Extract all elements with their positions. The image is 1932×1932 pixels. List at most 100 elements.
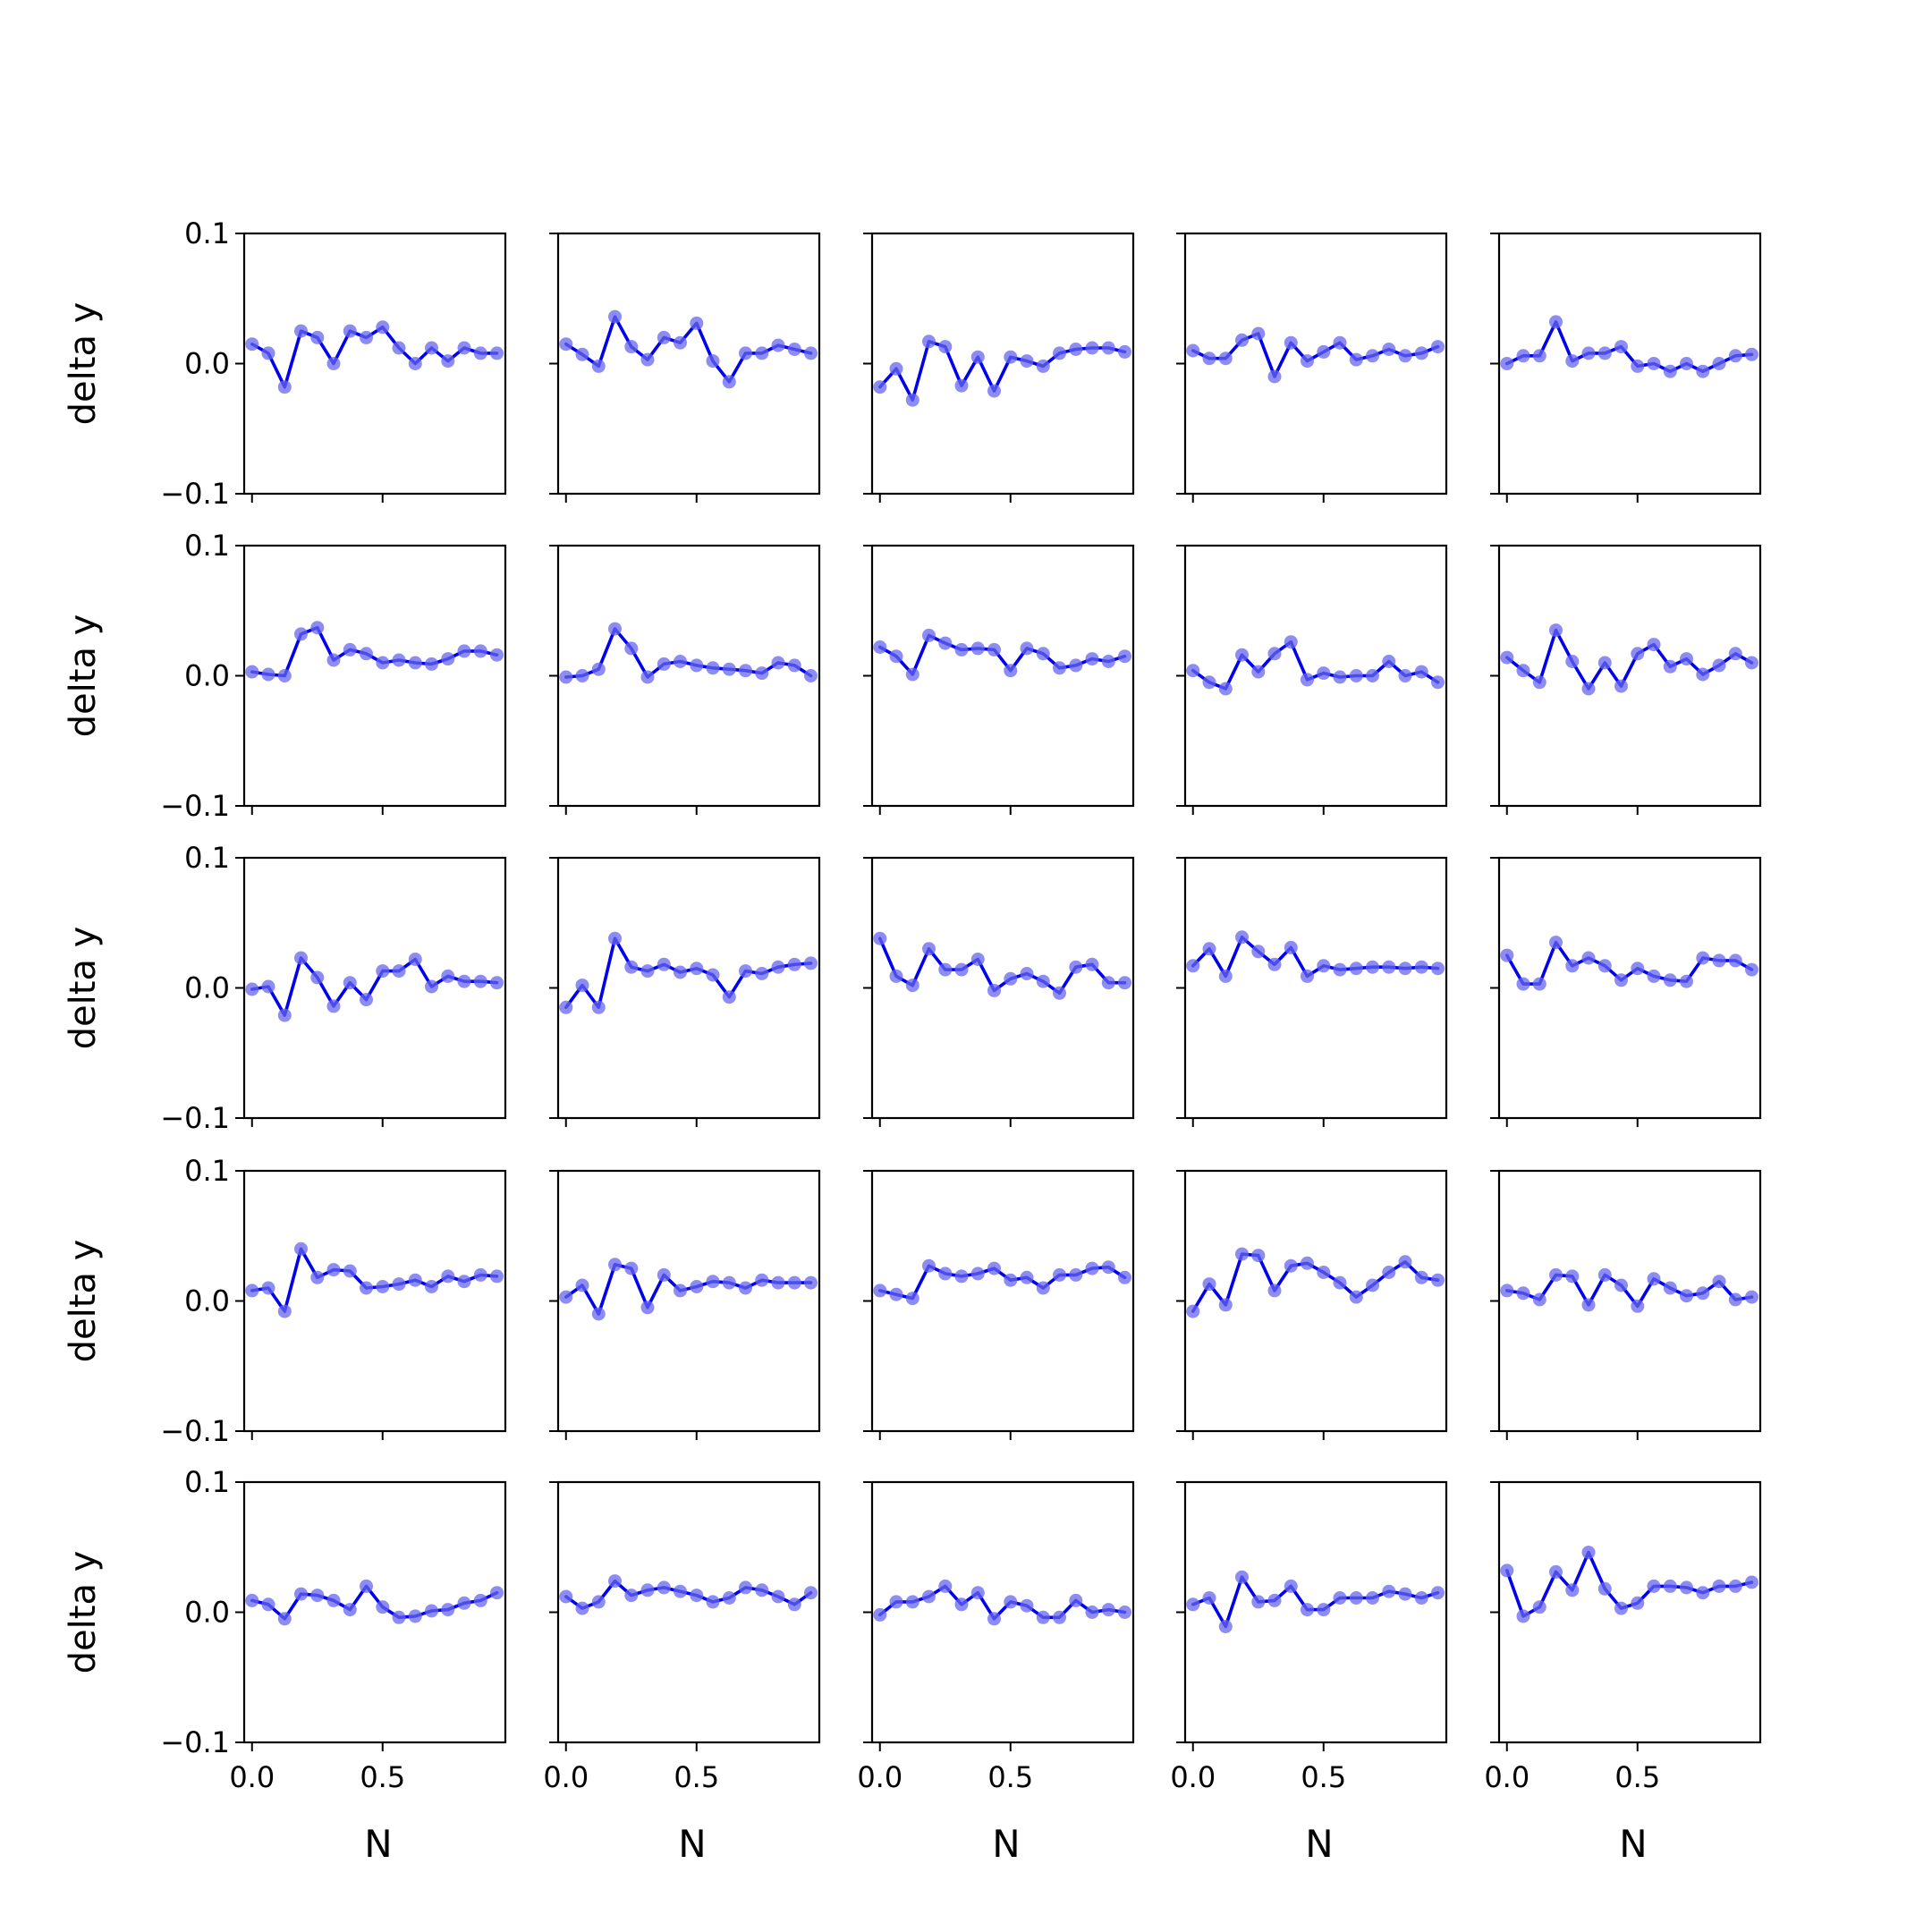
data-point [575,1601,589,1615]
data-point [905,1595,919,1609]
data-point [1647,638,1661,652]
data-point [739,964,752,979]
data-point [771,1275,785,1290]
data-point [376,1600,390,1614]
data-point [1301,1603,1314,1617]
data-point [1581,951,1596,965]
panel-r4-c5 [1490,1169,1762,1440]
data-point [1728,349,1742,363]
data-point [1663,659,1677,674]
data-point [1101,1603,1115,1617]
series-line [250,1584,499,1621]
data-point [277,1304,292,1318]
data-point [1581,1298,1596,1312]
data-point [360,647,373,661]
data-point [624,340,639,354]
data-point [804,1275,818,1290]
data-point [608,1574,622,1589]
series-line [250,956,499,1017]
data-point [690,962,704,976]
data-point [1036,359,1050,373]
data-point [408,953,422,966]
panel-r2-c4 [1176,544,1448,815]
data-point [1597,959,1612,973]
data-point [1118,976,1131,990]
data-point [771,656,785,670]
data-point [1549,1267,1563,1282]
data-point [1101,341,1115,355]
data-point [922,1258,936,1273]
data-point [722,990,736,1004]
data-point [1317,1266,1331,1279]
data-point [360,330,373,344]
data-point [706,661,720,675]
data-point [1516,664,1530,678]
panel-r4-c1: −0.1 0.0 0.1 delta y [63,1154,507,1448]
data-point [1382,655,1396,668]
data-point [657,657,671,671]
data-point [1202,675,1216,690]
data-point [1235,1247,1249,1261]
data-point [674,1584,687,1598]
data-point [1696,667,1710,682]
data-point [343,1603,357,1617]
data-point [1069,343,1083,356]
data-point [392,341,406,355]
data-point [1516,1286,1530,1301]
data-point [690,316,704,330]
data-point [771,960,785,974]
data-point [1284,940,1298,954]
data-point [1284,635,1298,649]
data-point [1004,1595,1018,1609]
data-point [954,378,969,393]
panel-r3-c1: −0.1 0.0 0.1 delta y [63,841,507,1135]
data-point [690,1280,704,1293]
data-point [473,346,487,360]
data-point [1431,675,1445,690]
data-point [922,1589,936,1604]
data-point [889,361,903,376]
data-point [938,636,953,650]
data-point [1663,973,1677,987]
series-line [1191,1575,1440,1629]
series-line [250,1247,499,1313]
series-line [564,315,813,384]
data-point [1414,1270,1428,1284]
data-point [1333,335,1347,350]
series-line [1191,332,1440,378]
data-point [1680,1289,1693,1303]
data-point [1004,1273,1018,1287]
data-point [922,335,936,349]
data-point [771,338,785,352]
data-point [608,1258,622,1272]
y-tick-label: 0.1 [184,216,230,250]
series-line [250,325,499,389]
data-point [938,962,953,977]
data-point [1118,1270,1131,1284]
series-line [1191,936,1440,979]
data-point [310,330,325,344]
data-point [1398,1255,1412,1269]
data-point [1663,1281,1677,1295]
data-point [954,1269,969,1284]
series-line [250,625,499,678]
data-point [954,1597,969,1612]
data-point [706,354,720,369]
panel-r4-c4 [1176,1169,1448,1440]
data-point [889,969,903,983]
data-point [787,343,801,356]
data-point [1382,1584,1396,1598]
data-point [1516,977,1530,991]
data-point [326,999,341,1013]
series-line [877,936,1127,996]
series-line [877,1264,1127,1301]
data-point [674,1284,687,1298]
y-axis-label: delta y [63,927,104,1050]
data-point [1597,1267,1612,1282]
data-point [261,346,275,360]
data-point [987,642,1001,657]
x-tick-label: 0.5 [360,1760,405,1794]
data-point [690,658,704,673]
data-point [1696,1286,1710,1301]
